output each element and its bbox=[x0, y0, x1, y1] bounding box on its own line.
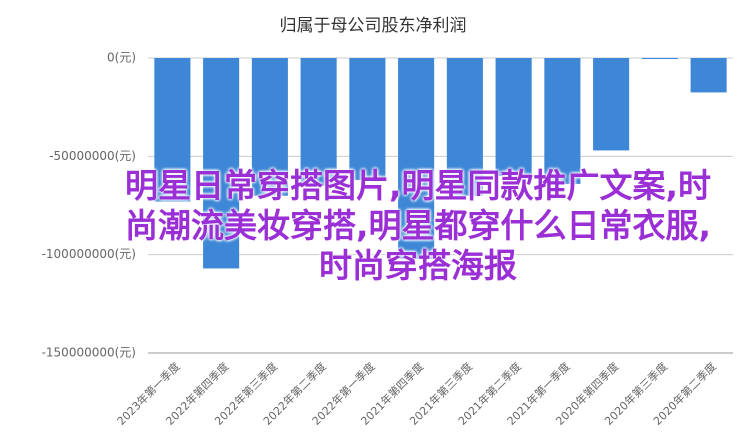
bar bbox=[641, 58, 678, 59]
bar bbox=[446, 58, 483, 196]
bar bbox=[203, 58, 240, 269]
watermark: 明星日常穿搭图片,明星同款推广文案,时尚潮流美妆穿搭,明星都穿什么日常衣服,时尚… bbox=[124, 166, 712, 285]
chart-title: 归属于母公司股东净利润 bbox=[280, 16, 467, 36]
bar bbox=[349, 58, 386, 180]
y-tick-label: -100000000(元) bbox=[42, 247, 136, 261]
bar bbox=[690, 58, 727, 93]
y-tick-label: 0(元) bbox=[107, 51, 136, 65]
y-tick-label: -150000000(元) bbox=[42, 346, 136, 360]
bar bbox=[398, 58, 435, 259]
bar bbox=[495, 58, 532, 176]
bar bbox=[154, 58, 191, 202]
y-tick-label: -50000000(元) bbox=[49, 149, 136, 163]
bar bbox=[593, 58, 630, 151]
bar bbox=[300, 58, 337, 186]
bar bbox=[251, 58, 288, 196]
bar bbox=[544, 58, 581, 184]
